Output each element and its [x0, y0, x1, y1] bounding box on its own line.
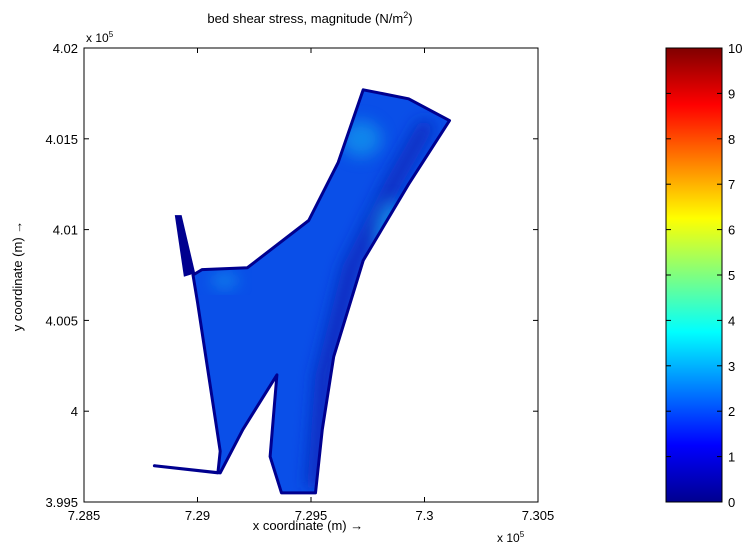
colorbar-tick-label: 9 [728, 86, 735, 101]
y-tick-label: 3.995 [45, 495, 78, 510]
colorbar-tick-label: 1 [728, 450, 735, 465]
y-tick-label: 4 [71, 404, 78, 419]
x-tick-label: 7.3 [415, 508, 433, 523]
colorbar-tick-label: 7 [728, 177, 735, 192]
x-tick-label: 7.305 [522, 508, 555, 523]
x-tick-label: 7.295 [295, 508, 328, 523]
plot-area [83, 47, 539, 503]
colorbar-tick-label: 6 [728, 223, 735, 238]
colorbar: 0 1 2 3 4 5 6 7 8 9 10 [665, 41, 742, 510]
colorbar-tick-label: 0 [728, 495, 735, 510]
x-axis-label: x coordinate (m) → [253, 518, 364, 533]
y-tick-label: 4.02 [53, 41, 78, 56]
y-exponent-label: x 105 [86, 30, 114, 45]
y-tick-label: 4.015 [45, 132, 78, 147]
x-tick-label: 7.29 [185, 508, 210, 523]
colorbar-tick-label: 5 [728, 268, 735, 283]
estuary-domain [154, 89, 450, 493]
domain-boundary [152, 88, 451, 495]
y-tick-label: 4.01 [53, 223, 78, 238]
channel-spur [174, 215, 196, 277]
x-exponent-label: x 105 [497, 530, 525, 545]
y-axis-label: y coordinate (m) → [10, 221, 25, 332]
colorbar-tick-label: 10 [728, 41, 742, 56]
colorbar-gradient [666, 48, 722, 502]
colorbar-tick-label: 3 [728, 359, 735, 374]
colorbar-tick-label: 8 [728, 132, 735, 147]
high-stress-zone-1 [211, 273, 239, 288]
colorbar-tick-label: 4 [728, 313, 735, 328]
chart-title: bed shear stress, magnitude (N/m2) [207, 10, 412, 26]
axis-ticks: 7.285 7.29 7.295 7.3 7.305 3.995 4 4.005 4.01 4.0… [45, 41, 554, 523]
high-stress-zone-2 [374, 200, 407, 259]
y-tick-label: 4.005 [45, 313, 78, 328]
x-tick-label: 7.285 [68, 508, 101, 523]
colorbar-tick-label: 2 [728, 404, 735, 419]
